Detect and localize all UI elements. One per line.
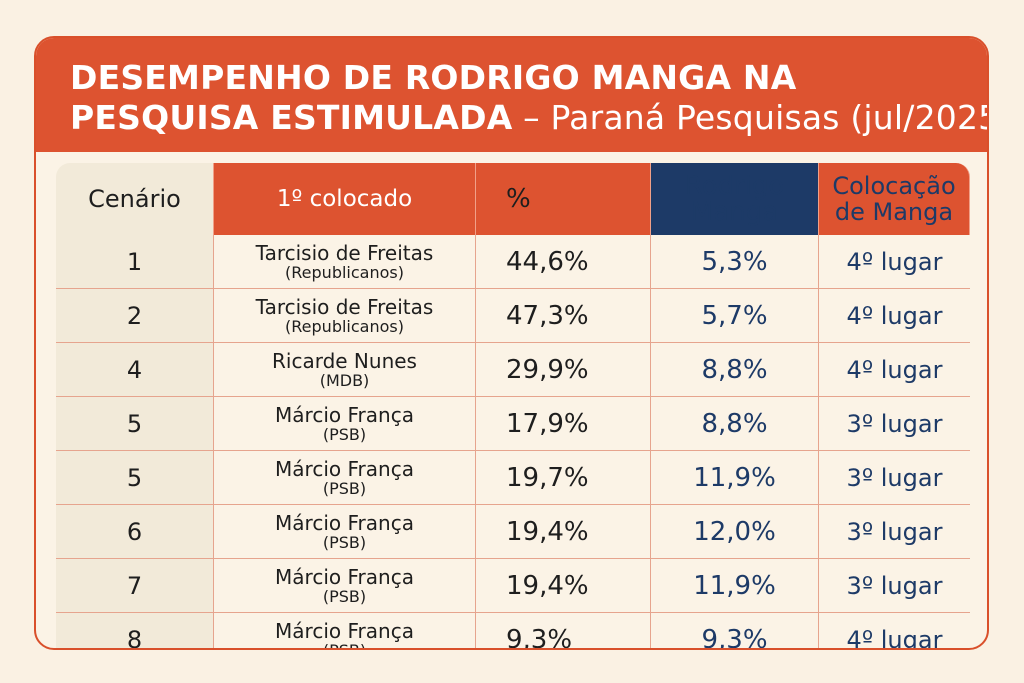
cell-percent: 17,9% bbox=[476, 397, 651, 450]
cell-manga-percent: 8,8% bbox=[651, 343, 819, 396]
cell-primeiro-colocado: Márcio França (PSB) bbox=[214, 505, 476, 558]
cell-cenario: 5 bbox=[56, 397, 214, 450]
cell-percent: 19,7% bbox=[476, 451, 651, 504]
cell-manga-colocacao: 4º lugar bbox=[846, 301, 943, 330]
cell-percent: 9,3% bbox=[476, 613, 651, 648]
cell-primeiro-colocado: Márcio França (PSB) bbox=[214, 397, 476, 450]
cell-primeiro-colocado: Márcio França (PSB) bbox=[214, 451, 476, 504]
candidate-name: Márcio França bbox=[275, 402, 414, 427]
candidate-party: (PSB) bbox=[322, 478, 367, 498]
cell-cenario: 8 bbox=[56, 613, 214, 648]
candidate-name: Márcio França bbox=[275, 510, 414, 535]
cell-manga-colocacao: 4º lugar bbox=[846, 625, 943, 650]
cell-manga-colocacao: 3º lugar bbox=[846, 409, 943, 438]
cell-manga-colocacao: 3º lugar bbox=[846, 517, 943, 546]
header-colocacao-line-1: Colocação bbox=[832, 172, 956, 200]
candidate-name: Tarcisio de Freitas bbox=[255, 240, 434, 265]
candidate-name: Márcio França bbox=[275, 618, 414, 643]
candidate-party: (PSB) bbox=[322, 586, 367, 606]
chart-card: DESEMPENHO DE RODRIGO MANGA NA PESQUISA … bbox=[34, 36, 989, 650]
header-rodrigo-manga: Rodrigo Manga bbox=[651, 163, 819, 235]
cell-manga-percent: 5,7% bbox=[651, 289, 819, 342]
candidate-party: (PSB) bbox=[322, 532, 367, 552]
header-rodrigo-manga-line-1: Rodrigo bbox=[684, 171, 785, 201]
header-rodrigo-manga-line-2: Manga bbox=[690, 197, 779, 227]
candidate-party: (Republicanos) bbox=[285, 262, 404, 282]
cell-percent: 19,4% bbox=[476, 559, 651, 612]
candidate-name: Márcio França bbox=[275, 456, 414, 481]
candidate-party: (PSB) bbox=[322, 640, 367, 650]
candidate-party: (PSB) bbox=[322, 424, 367, 444]
table-row: 8 Márcio França (PSB) 9,3% 9,3% 4º lugar bbox=[56, 613, 970, 650]
cell-manga-colocacao: 4º lugar bbox=[846, 355, 943, 384]
cell-percent: 47,3% bbox=[476, 289, 651, 342]
header-cenario: Cenário bbox=[56, 163, 214, 235]
cell-manga-percent: 5,3% bbox=[651, 235, 819, 288]
cell-manga-percent: 8,8% bbox=[651, 397, 819, 450]
header-percent: % bbox=[476, 163, 651, 235]
table-row: 5 Márcio França (PSB) 17,9% 8,8% 3º lugar bbox=[56, 397, 970, 451]
cell-manga-percent: 11,9% bbox=[651, 559, 819, 612]
cell-cenario: 4 bbox=[56, 343, 214, 396]
table-row: 7 Márcio França (PSB) 19,4% 11,9% 3º lugar bbox=[56, 559, 970, 613]
cell-manga-colocacao: 3º lugar bbox=[846, 571, 943, 600]
cell-cenario: 2 bbox=[56, 289, 214, 342]
chart-title-bold: PESQUISA ESTIMULADA bbox=[70, 98, 513, 137]
table-row: 1 Tarcisio de Freitas (Republicanos) 44,6% 5… bbox=[56, 235, 970, 289]
results-table: Cenário 1º colocado % Rodrigo Manga Colo… bbox=[56, 163, 970, 650]
table-row: 2 Tarcisio de Freitas (Republicanos) 47,3% 5… bbox=[56, 289, 970, 343]
cell-cenario: 6 bbox=[56, 505, 214, 558]
chart-title-source: – Paraná Pesquisas (jul/2025) bbox=[512, 98, 989, 137]
table-header-row: Cenário 1º colocado % Rodrigo Manga Colo… bbox=[56, 163, 970, 235]
candidate-party: (Republicanos) bbox=[285, 316, 404, 336]
header-primeiro-colocado: 1º colocado bbox=[214, 163, 476, 235]
cell-percent: 29,9% bbox=[476, 343, 651, 396]
cell-manga-colocacao: 4º lugar bbox=[846, 247, 943, 276]
cell-primeiro-colocado: Tarcisio de Freitas (Republicanos) bbox=[214, 289, 476, 342]
header-colocacao-line-2: de Manga bbox=[834, 198, 954, 226]
title-bar: DESEMPENHO DE RODRIGO MANGA NA PESQUISA … bbox=[36, 38, 987, 152]
cell-manga-percent: 9,3% bbox=[651, 613, 819, 648]
cell-percent: 19,4% bbox=[476, 505, 651, 558]
cell-cenario: 7 bbox=[56, 559, 214, 612]
cell-cenario: 5 bbox=[56, 451, 214, 504]
candidate-name: Márcio França bbox=[275, 564, 414, 589]
table-body: 1 Tarcisio de Freitas (Republicanos) 44,6% 5… bbox=[56, 235, 970, 650]
table-row: 4 Ricarde Nunes (MDB) 29,9% 8,8% 4º lugar bbox=[56, 343, 970, 397]
cell-primeiro-colocado: Ricarde Nunes (MDB) bbox=[214, 343, 476, 396]
candidate-name: Ricarde Nunes bbox=[272, 348, 417, 373]
cell-primeiro-colocado: Márcio França (PSB) bbox=[214, 613, 476, 650]
chart-title-line-2: PESQUISA ESTIMULADA – Paraná Pesquisas (… bbox=[70, 98, 987, 138]
cell-cenario: 1 bbox=[56, 235, 214, 288]
chart-title-line-1: DESEMPENHO DE RODRIGO MANGA NA bbox=[70, 58, 797, 97]
cell-percent: 44,6% bbox=[476, 235, 651, 288]
candidate-party: (MDB) bbox=[319, 370, 370, 390]
candidate-name: Tarcisio de Freitas bbox=[255, 294, 434, 319]
cell-manga-colocacao: 3º lugar bbox=[846, 463, 943, 492]
cell-primeiro-colocado: Márcio França (PSB) bbox=[214, 559, 476, 612]
table-row: 6 Márcio França (PSB) 19,4% 12,0% 3º lugar bbox=[56, 505, 970, 559]
cell-primeiro-colocado: Tarcisio de Freitas (Republicanos) bbox=[214, 235, 476, 288]
cell-manga-percent: 11,9% bbox=[651, 451, 819, 504]
table-row: 5 Márcio França (PSB) 19,7% 11,9% 3º lugar bbox=[56, 451, 970, 505]
header-colocacao-manga: Colocação de Manga bbox=[819, 163, 970, 235]
cell-manga-percent: 12,0% bbox=[651, 505, 819, 558]
